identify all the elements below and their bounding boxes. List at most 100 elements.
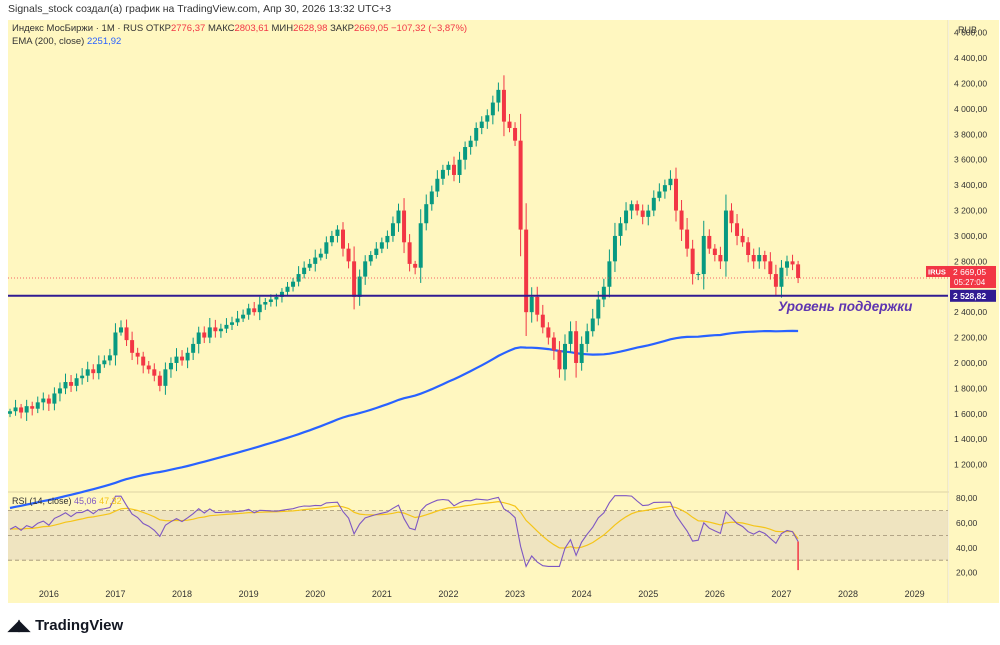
candle-body[interactable] bbox=[57, 388, 62, 394]
candle-body[interactable] bbox=[529, 296, 534, 313]
candle-body[interactable] bbox=[185, 352, 190, 361]
candle-body[interactable] bbox=[696, 274, 701, 276]
candle-body[interactable] bbox=[690, 248, 695, 275]
candle-body[interactable] bbox=[307, 263, 312, 268]
candle-body[interactable] bbox=[246, 308, 251, 315]
candle-body[interactable] bbox=[213, 327, 218, 332]
candle-body[interactable] bbox=[268, 299, 273, 302]
candle-body[interactable] bbox=[174, 356, 179, 363]
candle-body[interactable] bbox=[518, 140, 523, 230]
candle-body[interactable] bbox=[168, 362, 173, 370]
candle-body[interactable] bbox=[685, 229, 690, 249]
candle-body[interactable] bbox=[396, 210, 401, 224]
candle-body[interactable] bbox=[524, 229, 529, 313]
candle-body[interactable] bbox=[13, 407, 18, 412]
candle-body[interactable] bbox=[640, 210, 645, 217]
candle-body[interactable] bbox=[485, 115, 490, 122]
candle-body[interactable] bbox=[479, 121, 484, 128]
candle-body[interactable] bbox=[35, 402, 40, 409]
candle-body[interactable] bbox=[235, 318, 240, 323]
candle-body[interactable] bbox=[157, 375, 162, 386]
candle-body[interactable] bbox=[490, 102, 495, 116]
candle-body[interactable] bbox=[346, 248, 351, 262]
candle-body[interactable] bbox=[218, 328, 223, 332]
candle-body[interactable] bbox=[413, 263, 418, 268]
candle-body[interactable] bbox=[568, 331, 573, 344]
candle-body[interactable] bbox=[618, 223, 623, 236]
candle-body[interactable] bbox=[191, 343, 196, 353]
candle-body[interactable] bbox=[180, 356, 185, 361]
candle-body[interactable] bbox=[130, 340, 135, 353]
candle-body[interactable] bbox=[163, 369, 168, 386]
candle-body[interactable] bbox=[418, 223, 423, 268]
candle-body[interactable] bbox=[279, 291, 284, 297]
candle-body[interactable] bbox=[440, 169, 445, 179]
candle-body[interactable] bbox=[85, 369, 90, 376]
candle-body[interactable] bbox=[318, 253, 323, 258]
candle-body[interactable] bbox=[30, 406, 35, 409]
candle-body[interactable] bbox=[607, 261, 612, 287]
candle-body[interactable] bbox=[446, 164, 451, 170]
candle-body[interactable] bbox=[302, 267, 307, 275]
candle-body[interactable] bbox=[374, 248, 379, 255]
candle-body[interactable] bbox=[601, 286, 606, 300]
candle-body[interactable] bbox=[69, 382, 74, 386]
candle-body[interactable] bbox=[718, 255, 723, 262]
candle-body[interactable] bbox=[102, 360, 107, 365]
candle-body[interactable] bbox=[723, 210, 728, 262]
candle-body[interactable] bbox=[24, 406, 29, 413]
candle-body[interactable] bbox=[257, 304, 262, 313]
candle-body[interactable] bbox=[735, 223, 740, 236]
candle-body[interactable] bbox=[729, 210, 734, 224]
candle-body[interactable] bbox=[463, 147, 468, 160]
candle-body[interactable] bbox=[474, 127, 479, 141]
candle-body[interactable] bbox=[52, 393, 57, 404]
candle-body[interactable] bbox=[224, 324, 229, 329]
candle-body[interactable] bbox=[635, 204, 640, 211]
candle-body[interactable] bbox=[468, 140, 473, 148]
candle-body[interactable] bbox=[96, 364, 101, 374]
candle-body[interactable] bbox=[379, 242, 384, 249]
candle-body[interactable] bbox=[296, 274, 301, 282]
candle-body[interactable] bbox=[119, 327, 123, 333]
candle-body[interactable] bbox=[746, 242, 751, 255]
candle-body[interactable] bbox=[341, 229, 345, 249]
candle-body[interactable] bbox=[124, 327, 129, 341]
candle-body[interactable] bbox=[751, 255, 756, 262]
candle-body[interactable] bbox=[141, 356, 146, 366]
candle-body[interactable] bbox=[551, 337, 556, 351]
candle-body[interactable] bbox=[585, 331, 590, 344]
candle-body[interactable] bbox=[252, 308, 257, 313]
candle-body[interactable] bbox=[574, 331, 579, 363]
candle-body[interactable] bbox=[768, 261, 773, 275]
candle-body[interactable] bbox=[107, 355, 112, 361]
candle-body[interactable] bbox=[779, 267, 784, 287]
candle-body[interactable] bbox=[707, 235, 712, 249]
candle-body[interactable] bbox=[501, 89, 506, 122]
candle-body[interactable] bbox=[152, 369, 157, 376]
candle-body[interactable] bbox=[230, 322, 234, 325]
candle-body[interactable] bbox=[452, 164, 456, 175]
candle-body[interactable] bbox=[674, 178, 678, 211]
candle-body[interactable] bbox=[496, 89, 501, 103]
candle-body[interactable] bbox=[612, 235, 617, 262]
candle-body[interactable] bbox=[41, 398, 46, 403]
candle-body[interactable] bbox=[563, 343, 567, 370]
candle-body[interactable] bbox=[773, 274, 778, 287]
candle-body[interactable] bbox=[590, 318, 595, 332]
candle-body[interactable] bbox=[146, 365, 151, 370]
candle-body[interactable] bbox=[535, 296, 540, 315]
candle-body[interactable] bbox=[402, 210, 407, 243]
candle-body[interactable] bbox=[796, 264, 801, 278]
candle-body[interactable] bbox=[91, 369, 96, 374]
candle-body[interactable] bbox=[63, 382, 68, 389]
candle-body[interactable] bbox=[435, 178, 440, 192]
candle-body[interactable] bbox=[424, 204, 429, 224]
candle-body[interactable] bbox=[352, 261, 357, 297]
candle-body[interactable] bbox=[19, 407, 24, 413]
candle-body[interactable] bbox=[8, 411, 12, 414]
candle-body[interactable] bbox=[546, 327, 551, 338]
candle-body[interactable] bbox=[557, 350, 562, 370]
candle-body[interactable] bbox=[135, 352, 140, 357]
